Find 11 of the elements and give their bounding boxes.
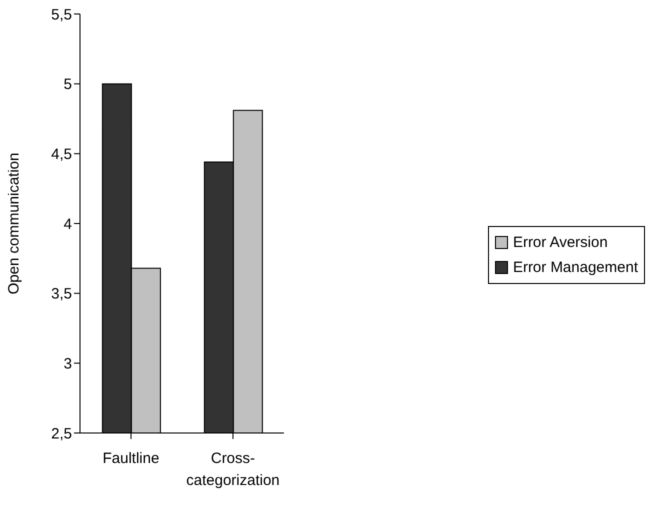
x-tick-label: Cross-categorization: [186, 450, 280, 489]
y-tick-label: 5,5: [51, 6, 72, 24]
y-tick-label: 2,5: [51, 425, 72, 442]
x-tick-label: Faultline: [102, 450, 160, 467]
y-tick-label: 4: [64, 216, 72, 233]
y-tick-label: 5: [64, 76, 72, 94]
y-tick-label: 3: [64, 355, 72, 372]
y-tick-label: 4,5: [51, 146, 72, 163]
y-tick-label: 3,5: [51, 286, 72, 303]
legend-label: Error Management: [512, 258, 638, 276]
legend-label: Error Aversion: [512, 234, 608, 250]
